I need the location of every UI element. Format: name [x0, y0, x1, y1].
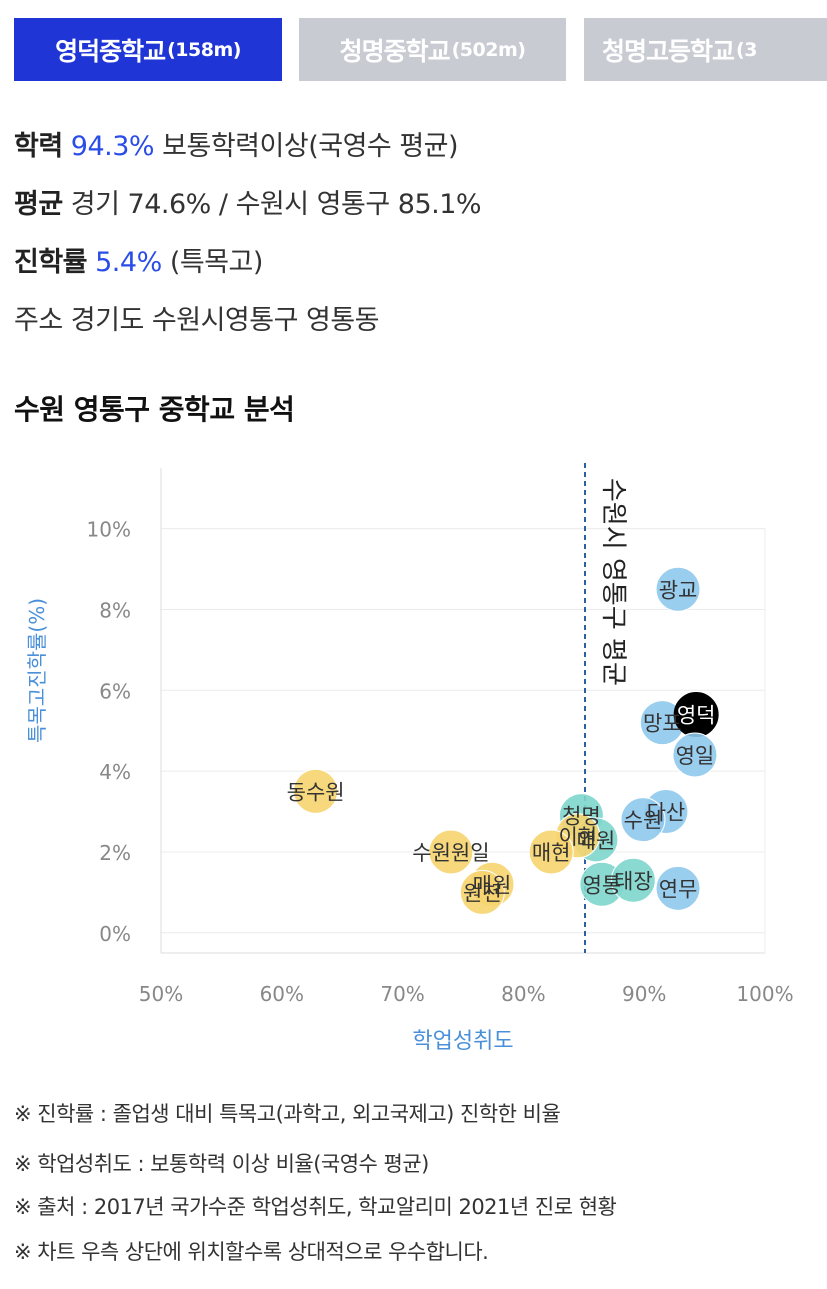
x-tick-label: 60% [260, 982, 304, 1006]
school-tabs: 영덕중학교 (158m) 청명중학교 (502m) 청명고등학교 (3 [14, 18, 827, 82]
achievement-desc: 보통학력이상(국영수 평균) [162, 131, 459, 162]
data-point [620, 797, 666, 843]
data-point-label: 연무 [659, 877, 698, 901]
data-point-label: 광교 [659, 578, 698, 602]
data-point-label: 매원 [473, 873, 512, 897]
y-tick-label: 4% [99, 760, 131, 784]
data-point-label: 망포 [643, 712, 682, 736]
data-point-label: 영덕 [677, 704, 716, 728]
admission-desc: (특목고) [169, 247, 264, 278]
y-axis-label: 특목고진학률(%) [25, 598, 49, 743]
achievement-line: 학력 94.3% 보통학력이상(국영수 평균) [14, 130, 459, 164]
data-point-label: 영통 [583, 873, 622, 897]
y-tick-label: 6% [99, 679, 131, 703]
tab-school-2-name: 청명중학교 [339, 36, 451, 66]
data-point-label: 다산 [647, 801, 686, 825]
average-desc: 경기 74.6% / 수원시 영통구 85.1% [70, 189, 482, 220]
note-admission-rate: ※ 진학률 : 졸업생 대비 특목고(과학고, 외고국제고) 진학한 비율 [14, 1102, 561, 1126]
tab-school-1-distance: (158m) [167, 38, 241, 61]
data-point [672, 732, 718, 778]
admission-value: 5.4% [95, 247, 162, 278]
data-point-label: 영일 [676, 744, 715, 768]
tab-school-2[interactable]: 청명중학교 (502m) [299, 18, 566, 81]
data-point [293, 768, 339, 814]
section-title: 수원 영통구 중학교 분석 [14, 393, 295, 426]
address-value: 경기도 수원시영통구 영통동 [70, 305, 380, 336]
data-point [610, 857, 656, 903]
data-point-label: 태장 [614, 869, 653, 893]
y-tick-label: 10% [87, 518, 131, 542]
data-point-label: 원천 [463, 881, 502, 905]
x-tick-label: 80% [501, 982, 545, 1006]
data-point-label: 수원 [624, 809, 663, 833]
average-line: 평균 경기 74.6% / 수원시 영통구 85.1% [14, 188, 482, 222]
data-point-label: 동수원 [287, 780, 345, 804]
data-point-label: 매원 [577, 829, 616, 853]
address-label: 주소 [14, 305, 63, 336]
data-point-label: 청명 [562, 805, 601, 829]
note-interpretation: ※ 차트 우측 상단에 위치할수록 상대적으로 우수합니다. [14, 1240, 489, 1264]
x-tick-label: 50% [139, 982, 183, 1006]
average-label: 평균 [14, 189, 63, 220]
data-point [655, 566, 701, 612]
y-tick-label: 8% [99, 598, 131, 622]
tab-school-3[interactable]: 청명고등학교 (3 [584, 18, 827, 81]
achievement-label: 학력 [14, 131, 63, 162]
y-tick-label: 2% [99, 841, 131, 865]
x-tick-label: 90% [622, 982, 666, 1006]
average-reference-label: 수원시 영통구 평균 [598, 478, 628, 686]
data-point [655, 865, 701, 911]
data-point-label: 이현 [558, 825, 597, 849]
scatter-chart: 0% 2% 4% 6% 8% 10% 50% 60% 70% 80% 90% 100% 학업성취도 특목고… [25, 463, 794, 1054]
tab-school-3-distance: (3 [736, 38, 757, 61]
admission-label: 진학률 [14, 247, 88, 278]
x-tick-label: 70% [380, 982, 424, 1006]
note-achievement: ※ 학업성취도 : 보통학력 이상 비율(국영수 평균) [14, 1152, 429, 1176]
y-tick-label: 0% [99, 922, 131, 946]
x-tick-label: 100% [736, 982, 793, 1006]
tab-school-3-name: 청명고등학교 [602, 36, 735, 66]
data-point-label: 매현 [532, 841, 571, 865]
tab-school-2-distance: (502m) [451, 38, 526, 61]
x-axis-label: 학업성취도 [412, 1029, 513, 1054]
address-line: 주소 경기도 수원시영통구 영통동 [14, 304, 380, 338]
data-point [459, 869, 505, 915]
achievement-value: 94.3% [70, 131, 155, 162]
note-source: ※ 출처 : 2017년 국가수준 학업성취도, 학교알리미 2021년 진로 … [14, 1195, 617, 1219]
tab-school-1[interactable]: 영덕중학교 (158m) [14, 18, 282, 81]
admission-line: 진학률 5.4% (특목고) [14, 246, 263, 280]
data-point-label: 수원원일 [412, 841, 489, 865]
data-point [428, 829, 474, 875]
tab-school-1-name: 영덕중학교 [55, 36, 166, 66]
data-point [528, 829, 574, 875]
